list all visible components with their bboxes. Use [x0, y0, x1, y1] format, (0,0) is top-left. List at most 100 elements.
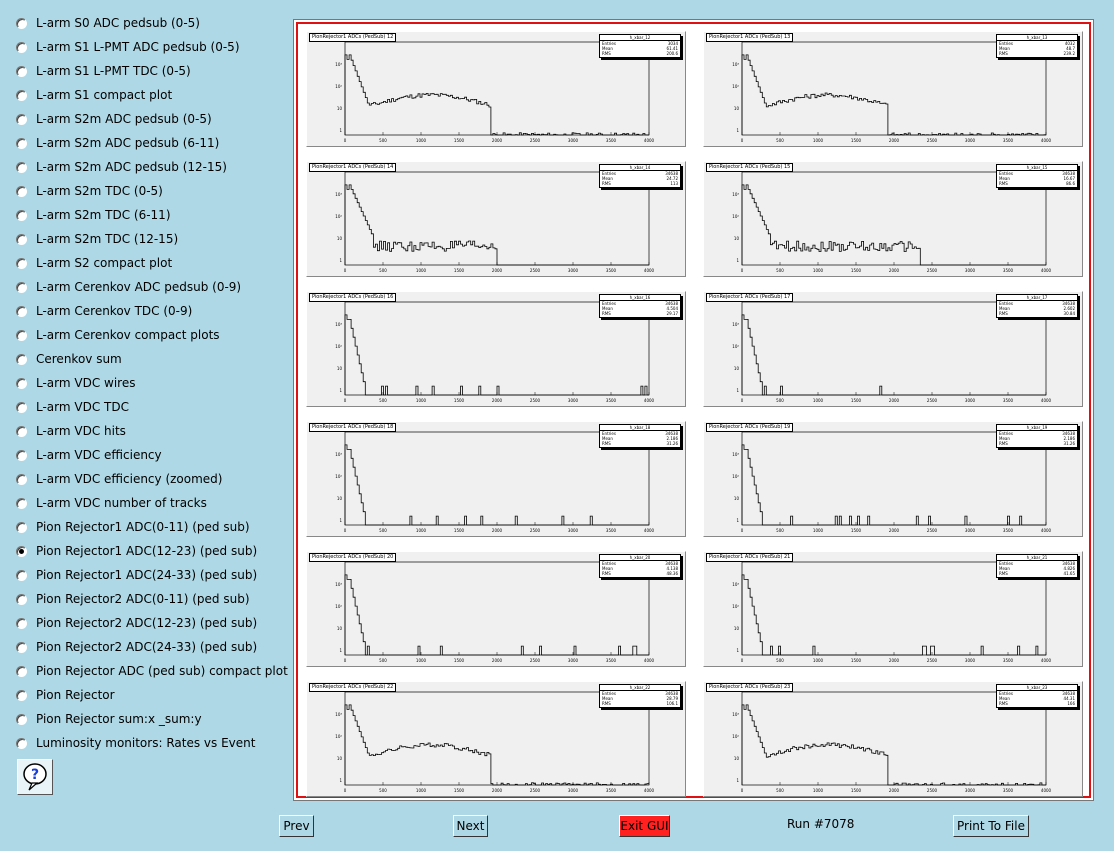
radio-unselected-icon[interactable] — [16, 233, 27, 245]
radio-unselected-icon[interactable] — [16, 89, 27, 101]
radio-unselected-icon[interactable] — [16, 329, 27, 341]
radio-unselected-icon[interactable] — [16, 17, 27, 29]
display-option[interactable]: L-arm S2m ADC pedsub (12-15) — [16, 157, 227, 177]
radio-selected-icon[interactable] — [16, 545, 27, 557]
histogram-pad[interactable]: 0 500 1000 1500 2000 2500 3000 3500 4000 1 10 10² 10… — [306, 681, 686, 797]
radio-unselected-icon[interactable] — [16, 641, 27, 653]
display-option[interactable]: L-arm S2m ADC pedsub (0-5) — [16, 109, 212, 129]
x-tick-label: 4000 — [1041, 528, 1052, 533]
radio-unselected-icon[interactable] — [16, 737, 27, 749]
histogram-pad[interactable]: 0 500 1000 1500 2000 2500 3000 3500 4000 1 10 10² 10… — [306, 161, 686, 277]
display-option[interactable]: L-arm S2m TDC (12-15) — [16, 229, 178, 249]
histogram-pad[interactable]: 0 500 1000 1500 2000 2500 3000 3500 4000 1 10 10² 10… — [306, 291, 686, 407]
histogram-pad[interactable]: 0 500 1000 1500 2000 2500 3000 3500 4000 1 10 10² 10… — [306, 421, 686, 537]
histogram-plot: 0 500 1000 1500 2000 2500 3000 3500 4000 1 10 10² 10… — [335, 41, 655, 143]
histogram-title: PionRejector1 ADCs (PedSub) 19 — [706, 423, 794, 432]
radio-unselected-icon[interactable] — [16, 137, 27, 149]
radio-unselected-icon[interactable] — [16, 65, 27, 77]
display-option[interactable]: L-arm VDC efficiency — [16, 445, 162, 465]
histogram-title: PionRejector1 ADCs (PedSub) 20 — [309, 553, 397, 562]
display-option[interactable]: L-arm VDC hits — [16, 421, 126, 441]
display-option-label: L-arm VDC number of tracks — [36, 496, 207, 510]
display-option[interactable]: Pion Rejector1 ADC(12-23) (ped sub) — [16, 541, 257, 561]
histogram-pad[interactable]: 0 500 1000 1500 2000 2500 3000 3500 4000 1 10 10² 10… — [703, 161, 1083, 277]
histogram-pad[interactable]: 0 500 1000 1500 2000 2500 3000 3500 4000 1 10 10² 10… — [306, 551, 686, 667]
x-tick-label: 0 — [344, 788, 347, 793]
y-tick-label: 1 — [736, 648, 739, 653]
display-option[interactable]: Pion Rejector1 ADC(24-33) (ped sub) — [16, 565, 257, 585]
radio-unselected-icon[interactable] — [16, 209, 27, 221]
display-option[interactable]: L-arm Cerenkov ADC pedsub (0-9) — [16, 277, 241, 297]
histogram-pad[interactable]: 0 500 1000 1500 2000 2500 3000 3500 4000 1 10 10² 10… — [306, 31, 686, 147]
histogram-pad[interactable]: 0 500 1000 1500 2000 2500 3000 3500 4000 1 10 10² 10… — [703, 551, 1083, 667]
histogram-canvas[interactable]: 0 500 1000 1500 2000 2500 3000 3500 4000 1 10 10² 10… — [296, 22, 1091, 798]
y-tick-label: 10³ — [732, 452, 739, 457]
display-option[interactable]: L-arm VDC number of tracks — [16, 493, 207, 513]
radio-unselected-icon[interactable] — [16, 425, 27, 437]
histogram-pad[interactable]: 0 500 1000 1500 2000 2500 3000 3500 4000 1 10 10² 10… — [703, 681, 1083, 797]
display-option[interactable]: Pion Rejector1 ADC(0-11) (ped sub) — [16, 517, 250, 537]
display-option[interactable]: L-arm S1 compact plot — [16, 85, 172, 105]
x-tick-label: 0 — [344, 138, 347, 143]
histogram-pad[interactable]: 0 500 1000 1500 2000 2500 3000 3500 4000 1 10 10² 10… — [703, 31, 1083, 147]
radio-unselected-icon[interactable] — [16, 257, 27, 269]
histogram-plot: 0 500 1000 1500 2000 2500 3000 3500 4000 1 10 10² 10… — [335, 171, 655, 273]
help-button[interactable]: ? — [17, 759, 53, 795]
x-tick-label: 2000 — [889, 398, 900, 403]
radio-unselected-icon[interactable] — [16, 161, 27, 173]
display-option[interactable]: L-arm VDC wires — [16, 373, 135, 393]
radio-unselected-icon[interactable] — [16, 377, 27, 389]
display-option[interactable]: L-arm Cerenkov compact plots — [16, 325, 220, 345]
radio-unselected-icon[interactable] — [16, 401, 27, 413]
display-option-label: L-arm S0 ADC pedsub (0-5) — [36, 16, 200, 30]
display-option[interactable]: L-arm S2 compact plot — [16, 253, 172, 273]
display-option[interactable]: L-arm S1 L-PMT ADC pedsub (0-5) — [16, 37, 240, 57]
radio-unselected-icon[interactable] — [16, 449, 27, 461]
display-option[interactable]: Pion Rejector2 ADC(0-11) (ped sub) — [16, 589, 250, 609]
radio-unselected-icon[interactable] — [16, 305, 27, 317]
display-option[interactable]: L-arm S1 L-PMT TDC (0-5) — [16, 61, 191, 81]
display-option[interactable]: L-arm S2m TDC (6-11) — [16, 205, 171, 225]
y-tick-label: 1 — [736, 388, 739, 393]
exit-gui-button[interactable]: Exit GUI — [619, 815, 670, 837]
next-button[interactable]: Next — [453, 815, 488, 837]
radio-unselected-icon[interactable] — [16, 569, 27, 581]
display-option[interactable]: L-arm S2m ADC pedsub (6-11) — [16, 133, 219, 153]
display-option-label: Pion Rejector sum:x _sum:y — [36, 712, 202, 726]
display-option[interactable]: Cerenkov sum — [16, 349, 122, 369]
display-option[interactable]: Luminosity monitors: Rates vs Event — [16, 733, 255, 753]
print-to-file-button[interactable]: Print To File — [953, 815, 1029, 837]
display-option[interactable]: L-arm S0 ADC pedsub (0-5) — [16, 13, 200, 33]
histogram-pad[interactable]: 0 500 1000 1500 2000 2500 3000 3500 4000 1 10 10² 10… — [703, 421, 1083, 537]
display-option[interactable]: L-arm VDC TDC — [16, 397, 129, 417]
stats-box: h_xbar_19 Entries 34638 Mean 2.186 RMS 31.26 — [996, 424, 1078, 448]
display-option[interactable]: Pion Rejector sum:x _sum:y — [16, 709, 202, 729]
display-option[interactable]: Pion Rejector — [16, 685, 115, 705]
question-mark-icon: ? — [23, 763, 47, 791]
x-tick-label: 500 — [379, 268, 387, 273]
radio-unselected-icon[interactable] — [16, 497, 27, 509]
histogram-plot: 0 500 1000 1500 2000 2500 3000 3500 4000 1 10 10² 10… — [335, 431, 655, 533]
histogram-plot: 0 500 1000 1500 2000 2500 3000 3500 4000 1 10 10² 10… — [732, 691, 1052, 793]
display-option[interactable]: L-arm VDC efficiency (zoomed) — [16, 469, 222, 489]
radio-unselected-icon[interactable] — [16, 713, 27, 725]
radio-unselected-icon[interactable] — [16, 185, 27, 197]
prev-button[interactable]: Prev — [279, 815, 314, 837]
display-option[interactable]: Pion Rejector2 ADC(24-33) (ped sub) — [16, 637, 257, 657]
radio-unselected-icon[interactable] — [16, 665, 27, 677]
display-option[interactable]: L-arm Cerenkov TDC (0-9) — [16, 301, 192, 321]
histogram-pad[interactable]: 0 500 1000 1500 2000 2500 3000 3500 4000 1 10 10² 10… — [703, 291, 1083, 407]
radio-unselected-icon[interactable] — [16, 593, 27, 605]
radio-unselected-icon[interactable] — [16, 281, 27, 293]
radio-unselected-icon[interactable] — [16, 689, 27, 701]
radio-unselected-icon[interactable] — [16, 521, 27, 533]
y-tick-label: 10² — [335, 604, 342, 609]
radio-unselected-icon[interactable] — [16, 473, 27, 485]
radio-unselected-icon[interactable] — [16, 41, 27, 53]
radio-unselected-icon[interactable] — [16, 353, 27, 365]
display-option[interactable]: L-arm S2m TDC (0-5) — [16, 181, 163, 201]
display-option[interactable]: Pion Rejector2 ADC(12-23) (ped sub) — [16, 613, 257, 633]
radio-unselected-icon[interactable] — [16, 617, 27, 629]
display-option[interactable]: Pion Rejector ADC (ped sub) compact plot — [16, 661, 288, 681]
radio-unselected-icon[interactable] — [16, 113, 27, 125]
